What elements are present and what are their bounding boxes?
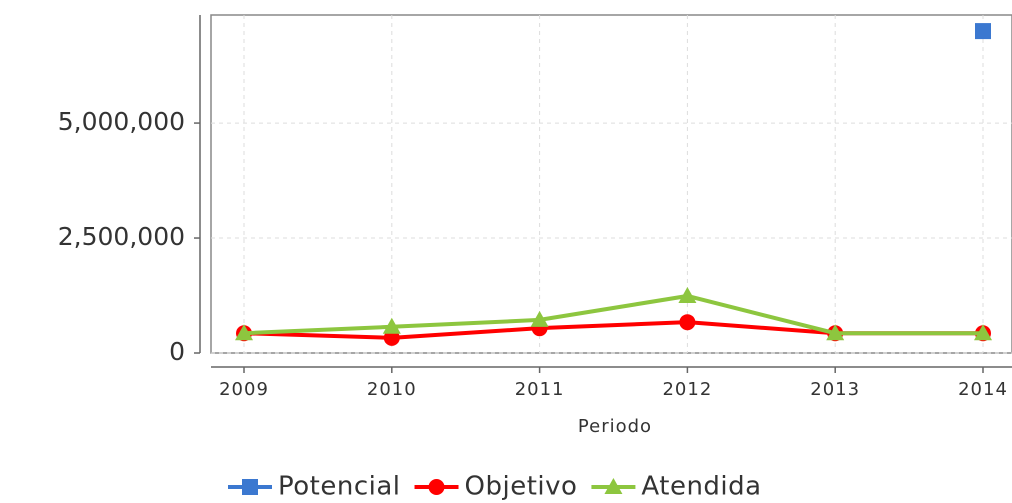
legend-label: Objetivo (465, 472, 578, 502)
data-point (382, 317, 401, 334)
legend-marker (604, 478, 623, 494)
series-line (243, 293, 983, 336)
legend-marker (242, 479, 258, 495)
x-tick-label: 2011 (515, 379, 565, 400)
x-tick-label: 2013 (810, 379, 860, 400)
data-point (826, 324, 845, 341)
x-tick-label: 2009 (219, 379, 269, 400)
legend-label: Potencial (278, 472, 401, 502)
y-tick-label: 2,500,000 (58, 222, 185, 251)
x-axis-label: Periodo (578, 416, 652, 437)
data-point (383, 329, 400, 346)
legend: Potencial Objetivo Atendida (228, 472, 761, 502)
data-point (530, 310, 549, 327)
data-point (678, 286, 697, 303)
legend-label: Atendida (641, 472, 761, 502)
x-tick-label: 2014 (958, 379, 1008, 400)
plot-area (210, 14, 1012, 354)
data-point (235, 324, 253, 341)
legend-marker (428, 479, 445, 495)
data-point (975, 23, 991, 40)
x-tick-label: 2010 (367, 379, 417, 400)
data-point (679, 314, 696, 331)
x-tick-label: 2012 (662, 379, 712, 400)
y-tick-label: 0 (169, 337, 185, 366)
y-tick-label: 5,000,000 (58, 107, 185, 136)
data-point (974, 324, 992, 341)
